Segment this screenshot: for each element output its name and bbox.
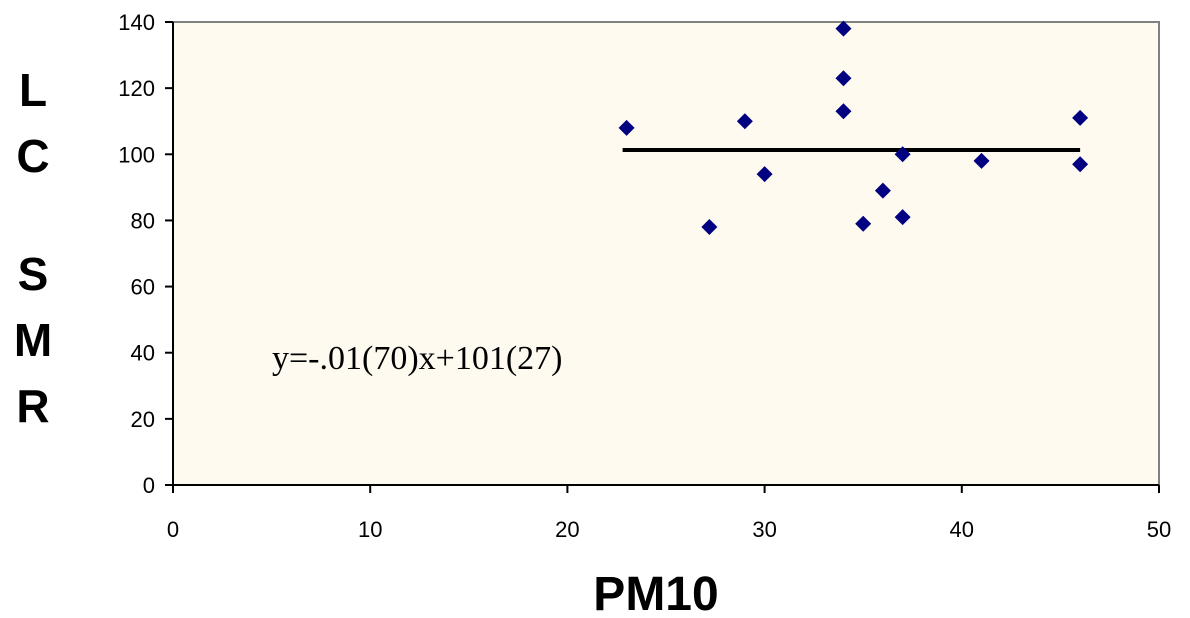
data-point: [736, 113, 753, 130]
y-tick-label: 140: [118, 10, 155, 35]
data-point: [973, 152, 990, 169]
data-point: [1072, 109, 1089, 126]
equation-annotation: y=-.01(70)x+101(27): [272, 340, 562, 377]
x-tick-label: 0: [167, 517, 179, 542]
x-tick-label: 50: [1147, 517, 1171, 542]
axes: 0 20 40 60 80 100 120 140 0 10 20 30 40 50: [118, 10, 1171, 542]
y-axis-title-letter: M: [14, 314, 52, 366]
y-tick-label: 100: [118, 142, 155, 167]
y-tick-label: 40: [131, 341, 155, 366]
data-point: [894, 209, 911, 226]
data-point: [835, 20, 852, 37]
x-axis-title: PM10: [593, 568, 718, 618]
y-axis-title-letter: R: [16, 380, 49, 432]
data-point: [756, 166, 773, 183]
data-point: [874, 182, 891, 199]
data-point: [855, 215, 872, 232]
data-point: [701, 219, 718, 236]
y-tick-label: 60: [131, 275, 155, 300]
x-tick-label: 40: [950, 517, 974, 542]
y-axis-title-letter: L: [19, 64, 47, 116]
data-point: [1072, 156, 1089, 173]
data-points: [618, 20, 1089, 236]
y-tick-label: 120: [118, 76, 155, 101]
y-axis-title-letter: S: [18, 248, 49, 300]
y-tick-label: 20: [131, 407, 155, 432]
y-axis-title: LC SMR: [14, 64, 52, 432]
y-tick-label: 0: [143, 473, 155, 498]
data-point: [618, 119, 635, 136]
data-point: [894, 146, 911, 163]
x-tick-label: 10: [358, 517, 382, 542]
data-point: [835, 103, 852, 120]
data-point: [835, 70, 852, 87]
x-tick-label: 30: [752, 517, 776, 542]
y-tick-label: 80: [131, 208, 155, 233]
y-axis-title-letter: C: [16, 130, 49, 182]
plot-area: [172, 21, 1160, 486]
x-tick-label: 20: [555, 517, 579, 542]
